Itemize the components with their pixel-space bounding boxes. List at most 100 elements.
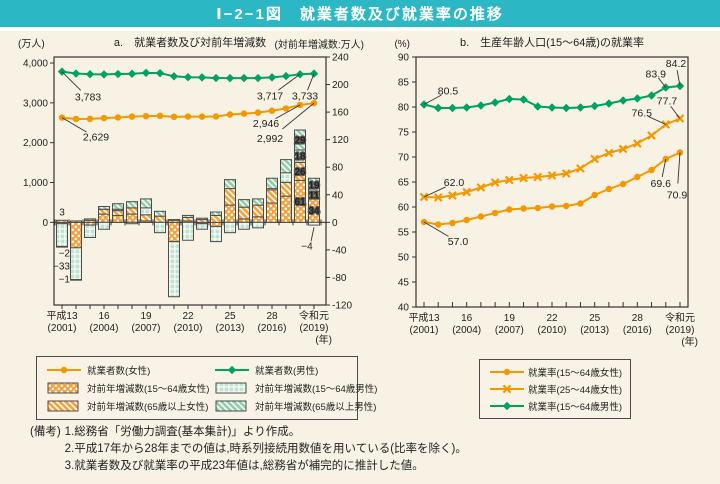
svg-text:77.7: 77.7 [657, 96, 678, 108]
chart-b-legend: 就業率(15〜64歳女性) 就業率(25〜44歳女性) 就業率(15〜64歳男性) [479, 359, 631, 419]
svg-text:(2004): (2004) [452, 325, 481, 336]
svg-text:3,000: 3,000 [23, 98, 48, 109]
line-women [58, 99, 318, 123]
svg-text:−4: −4 [301, 241, 313, 252]
svg-text:40: 40 [398, 303, 410, 314]
svg-text:19: 19 [504, 313, 516, 324]
legend-item: 就業者数(男性) [213, 363, 377, 377]
svg-text:2,629: 2,629 [83, 132, 109, 144]
svg-text:令和元: 令和元 [299, 309, 329, 322]
svg-text:(2010): (2010) [538, 325, 567, 336]
svg-text:22: 22 [182, 311, 194, 322]
svg-text:(2010): (2010) [174, 323, 203, 334]
svg-text:16: 16 [98, 311, 110, 322]
svg-text:25: 25 [224, 311, 236, 322]
svg-text:25: 25 [589, 313, 601, 324]
line-men [57, 67, 319, 83]
legend-item: 対前年増減数(15〜64歳男性) [213, 381, 377, 395]
svg-text:3,717: 3,717 [257, 90, 283, 102]
line-w1564 [420, 149, 684, 228]
svg-text:(年): (年) [681, 335, 698, 348]
svg-text:(2019): (2019) [300, 323, 329, 334]
svg-text:29: 29 [294, 136, 306, 147]
svg-text:(2016): (2016) [258, 323, 287, 334]
line-w2544 [419, 114, 685, 202]
svg-text:(2001): (2001) [410, 325, 439, 336]
svg-text:62.0: 62.0 [444, 177, 465, 189]
svg-text:160: 160 [332, 108, 349, 119]
legend-diamond-marker-swatch [490, 401, 524, 411]
svg-text:11: 11 [309, 191, 320, 202]
axis-unit-left: (%) [394, 39, 410, 50]
axis-unit-right: (対前年増減数:万人) [275, 38, 364, 51]
svg-text:(2007): (2007) [495, 325, 524, 336]
svg-text:2,992: 2,992 [257, 133, 283, 145]
notes: (備考) 1.総務省「労働力調査(基本集計)」より作成。 2.平成17年から28… [30, 424, 467, 475]
chart-b-title: b. 生産年齢人口(15〜64歳)の就業率 [460, 35, 644, 49]
svg-text:70: 70 [398, 153, 410, 164]
svg-text:76.5: 76.5 [632, 108, 653, 120]
svg-text:4,000: 4,000 [23, 59, 48, 70]
svg-text:83.9: 83.9 [646, 69, 667, 81]
note-line-2: 2.平成17年から28年までの値は,時系列接続用数値を用いている(比率を除く)。 [64, 443, 467, 455]
legend-label: 就業率(15〜64歳男性) [528, 402, 622, 413]
svg-text:28: 28 [266, 311, 278, 322]
figure-title-bar: Ⅰ−2−1図 就業者数及び就業率の推移 [0, 0, 720, 31]
legend-pattern-swatch [47, 400, 79, 412]
svg-text:65: 65 [398, 178, 410, 189]
legend-label: 対前年増減数(65歳以上男性) [255, 402, 377, 413]
svg-text:-80: -80 [332, 273, 347, 284]
svg-text:70.9: 70.9 [667, 190, 688, 202]
svg-text:3,733: 3,733 [292, 91, 318, 103]
svg-text:(2001): (2001) [48, 323, 77, 334]
svg-text:16: 16 [461, 313, 473, 324]
svg-text:75: 75 [398, 128, 410, 139]
svg-text:80.5: 80.5 [438, 86, 459, 98]
svg-text:−33: −33 [53, 261, 70, 272]
svg-text:19: 19 [140, 311, 152, 322]
svg-text:84.2: 84.2 [666, 58, 687, 70]
svg-text:−1: −1 [59, 274, 71, 285]
legend-item: 就業率(25〜44歳女性) [488, 382, 622, 396]
svg-text:69.6: 69.6 [651, 178, 672, 190]
svg-text:(2004): (2004) [90, 323, 119, 334]
svg-text:0: 0 [42, 218, 48, 229]
svg-text:240: 240 [332, 53, 349, 64]
svg-text:80: 80 [398, 103, 410, 114]
svg-text:-40: -40 [332, 245, 347, 256]
svg-text:2,946: 2,946 [253, 118, 279, 130]
legend-label: 対前年増減数(15〜64歳男性) [255, 384, 378, 395]
svg-text:2,000: 2,000 [23, 138, 48, 149]
svg-text:令和元: 令和元 [665, 311, 695, 324]
svg-text:18: 18 [294, 152, 306, 163]
svg-text:45: 45 [398, 278, 410, 289]
legend-label: 対前年増減数(65歳以上女性) [87, 402, 209, 413]
svg-text:3,783: 3,783 [75, 92, 101, 104]
svg-text:0: 0 [332, 218, 338, 229]
legend-diamond-marker-swatch [215, 365, 249, 375]
svg-text:(2007): (2007) [132, 323, 161, 334]
legend-circle-marker-swatch [490, 368, 524, 376]
svg-text:3: 3 [59, 207, 65, 218]
svg-text:55: 55 [398, 228, 410, 239]
svg-text:200: 200 [332, 80, 349, 91]
note-line-3: 3.就業者数及び就業率の平成23年値は,総務省が補完的に推計した値。 [64, 460, 424, 472]
svg-text:26: 26 [294, 167, 306, 178]
svg-text:22: 22 [546, 313, 558, 324]
legend-item: 対前年増減数(65歳以上女性) [45, 399, 213, 413]
svg-text:−2: −2 [59, 248, 71, 259]
legend-pattern-swatch [47, 382, 79, 394]
legend-circle-marker-swatch [47, 366, 81, 374]
svg-text:28: 28 [632, 313, 644, 324]
chart-a-title: a. 就業者数及び対前年増減数 [114, 35, 266, 49]
svg-text:34: 34 [308, 206, 320, 217]
note-line-1: 1.総務省「労働力調査(基本集計)」より作成。 [64, 426, 301, 438]
svg-text:57.0: 57.0 [448, 236, 469, 248]
svg-text:(年): (年) [315, 333, 332, 346]
svg-text:平成13: 平成13 [46, 310, 78, 322]
yearly-change-bars [56, 129, 320, 298]
svg-text:(2019): (2019) [666, 325, 695, 336]
notes-label: (備考) [30, 426, 61, 438]
chart-a-employed-persons: 0 1,000 2,000 3,000 4,000 240 200 160 120 80 40 0 -4… [18, 35, 364, 346]
svg-text:80: 80 [332, 163, 344, 174]
